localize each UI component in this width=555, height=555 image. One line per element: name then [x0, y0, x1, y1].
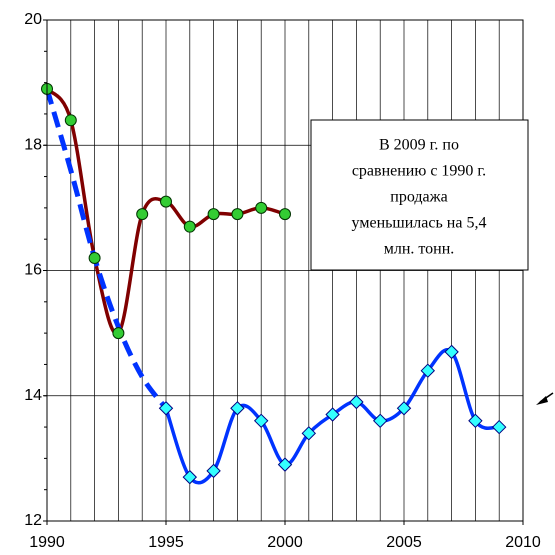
y-tick-label: 20: [24, 11, 42, 28]
marker: [182, 469, 198, 485]
marker: [325, 407, 340, 422]
marker: [112, 327, 125, 340]
marker: [349, 394, 364, 410]
x-tick-label: 2010: [505, 534, 541, 551]
marker: [230, 401, 245, 416]
marker: [255, 201, 268, 214]
arrow: [536, 392, 554, 405]
annotation-line: млн. тонн.: [384, 241, 455, 258]
x-tick-label: 2000: [267, 534, 303, 551]
marker: [279, 208, 291, 221]
y-tick-label: 16: [24, 262, 42, 279]
marker: [396, 401, 412, 416]
annotation-line: продажа: [390, 189, 448, 206]
marker: [301, 426, 317, 441]
annotation-box: [310, 119, 529, 271]
lines: [41, 82, 507, 485]
marker: [444, 344, 459, 360]
marker: [183, 220, 196, 233]
marker: [231, 208, 244, 221]
arrow-head: [536, 396, 548, 405]
marker: [206, 463, 221, 479]
marker: [253, 413, 269, 429]
x-tick-label: 1990: [29, 534, 65, 551]
x-tick-label: 1995: [148, 534, 184, 551]
series-line: [44, 88, 168, 410]
y-tick-label: 18: [24, 136, 42, 153]
marker: [136, 208, 149, 221]
annotation-line: уменьшилась на 5,4: [352, 215, 487, 232]
marker: [420, 363, 436, 378]
marker: [491, 419, 507, 435]
y-tick-label: 14: [24, 387, 42, 404]
marker: [158, 401, 174, 416]
marker: [88, 251, 101, 264]
marker: [160, 195, 172, 208]
marker: [372, 413, 388, 429]
annotation-line: В 2009 г. по: [379, 137, 459, 154]
marker: [277, 457, 293, 472]
y-tick-label: 12: [24, 512, 42, 529]
marker: [468, 413, 483, 429]
marker: [64, 114, 77, 127]
annotation-line: сравнению с 1990 г.: [352, 163, 486, 180]
marker: [207, 208, 220, 221]
x-tick-label: 2005: [386, 534, 422, 551]
